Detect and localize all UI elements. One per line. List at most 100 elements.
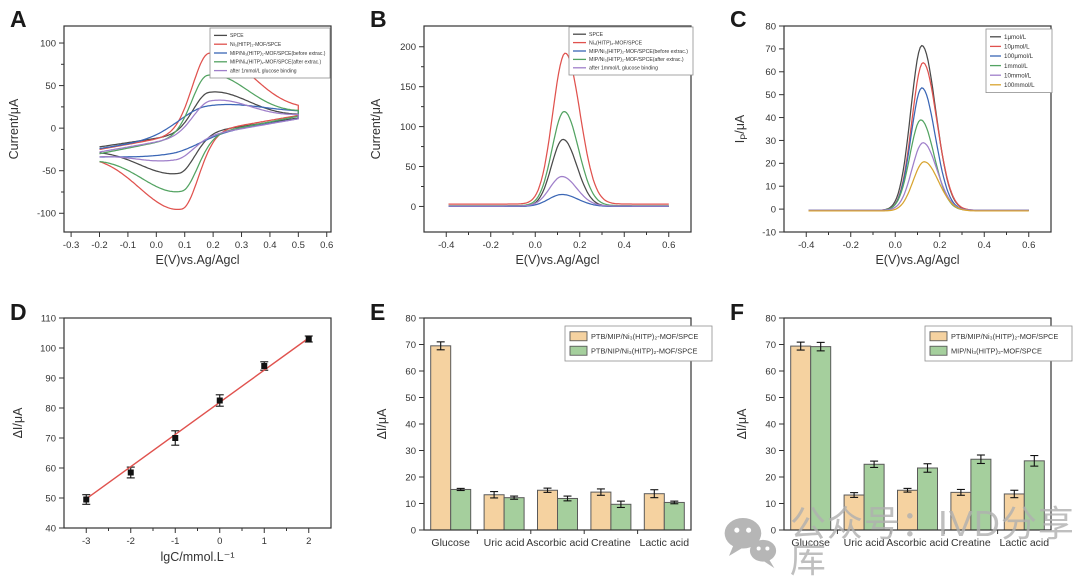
svg-text:Creatine: Creatine <box>591 537 631 549</box>
svg-text:-0.4: -0.4 <box>798 240 814 251</box>
svg-text:100: 100 <box>40 38 56 49</box>
svg-text:80: 80 <box>765 21 776 32</box>
svg-text:100: 100 <box>40 343 56 354</box>
svg-text:1μmol/L: 1μmol/L <box>1004 34 1027 41</box>
svg-text:ΔI/μA: ΔI/μA <box>375 408 389 439</box>
svg-text:MIP/Ni₃(HITP)₂-MOF/SPCE(after: MIP/Ni₃(HITP)₂-MOF/SPCE(after extrac.) <box>230 60 322 66</box>
svg-text:70: 70 <box>45 433 56 444</box>
svg-text:30: 30 <box>765 446 776 457</box>
svg-text:Uric acid: Uric acid <box>844 537 885 549</box>
svg-text:70: 70 <box>765 44 776 55</box>
svg-text:0.0: 0.0 <box>150 240 163 251</box>
svg-text:after 1mmol/L glucose binding: after 1mmol/L glucose binding <box>230 68 297 74</box>
svg-text:0.2: 0.2 <box>207 240 220 251</box>
svg-text:MIP/Ni₃(HITP)₂-MOF/SPCE(before: MIP/Ni₃(HITP)₂-MOF/SPCE(before extrac.) <box>230 51 326 57</box>
svg-text:Lactic acid: Lactic acid <box>639 537 689 549</box>
svg-text:70: 70 <box>405 340 416 351</box>
svg-text:0.2: 0.2 <box>573 240 586 251</box>
svg-text:10mmol/L: 10mmol/L <box>1004 72 1032 79</box>
svg-text:PTB/NIP/Ni₃(HITP)₂-MOF/SPCE: PTB/NIP/Ni₃(HITP)₂-MOF/SPCE <box>591 346 698 355</box>
svg-text:50: 50 <box>405 393 416 404</box>
svg-text:50: 50 <box>765 393 776 404</box>
svg-text:0: 0 <box>217 536 222 547</box>
panel-A: A -0.3 -0.2 -0.1 0.0 0.1 0.2 0.3 0.4 0.5 0.6 -100-… <box>0 0 360 293</box>
panel-F: F Glucose Uric acid Ascorbic acid Creatine L… <box>720 293 1080 586</box>
svg-text:E(V)vs.Ag/Agcl: E(V)vs.Ag/Agcl <box>515 253 599 267</box>
svg-text:80: 80 <box>405 313 416 324</box>
svg-text:Ascorbic acid: Ascorbic acid <box>886 537 949 549</box>
svg-text:80: 80 <box>765 313 776 324</box>
svg-text:0.2: 0.2 <box>933 240 946 251</box>
panel-D-label: D <box>10 299 27 325</box>
panel-A-chart: -0.3 -0.2 -0.1 0.0 0.1 0.2 0.3 0.4 0.5 0.6 -100 -50… <box>7 25 333 267</box>
panel-B-label: B <box>370 6 387 32</box>
svg-text:1: 1 <box>262 536 267 547</box>
svg-text:E(V)vs.Ag/Agcl: E(V)vs.Ag/Agcl <box>875 253 959 267</box>
svg-text:0.4: 0.4 <box>618 240 631 251</box>
svg-text:ΔI/μA: ΔI/μA <box>735 408 749 439</box>
panel-E-label: E <box>370 299 386 325</box>
svg-text:MIP/Ni₃(HITP)₂-MOF/SPCE(after: MIP/Ni₃(HITP)₂-MOF/SPCE(after extrac.) <box>589 57 684 63</box>
svg-text:0.6: 0.6 <box>320 240 333 251</box>
svg-text:0.0: 0.0 <box>529 240 542 251</box>
svg-text:0: 0 <box>411 202 416 213</box>
svg-text:0.4: 0.4 <box>978 240 991 251</box>
svg-text:-0.2: -0.2 <box>843 240 859 251</box>
panel-E: E Glucose Uric acid Ascorbic acid Creatine L… <box>360 293 720 586</box>
svg-text:200: 200 <box>400 42 416 53</box>
svg-text:20: 20 <box>765 159 776 170</box>
panel-B: B -0.4 -0.2 0.0 0.2 0.4 0.6 0 50 100 150 200 E(V)vs… <box>360 0 720 293</box>
svg-text:0.4: 0.4 <box>263 240 276 251</box>
svg-text:Lactic acid: Lactic acid <box>999 537 1049 549</box>
svg-text:60: 60 <box>765 67 776 78</box>
svg-text:40: 40 <box>765 113 776 124</box>
svg-text:SPCE: SPCE <box>230 33 244 39</box>
svg-text:40: 40 <box>45 523 56 534</box>
svg-text:0: 0 <box>51 123 56 134</box>
svg-text:30: 30 <box>405 446 416 457</box>
svg-text:80: 80 <box>45 403 56 414</box>
svg-text:90: 90 <box>45 373 56 384</box>
panel-F-chart: Glucose Uric acid Ascorbic acid Creatine Lac… <box>735 313 1073 549</box>
svg-text:2: 2 <box>306 536 311 547</box>
svg-text:0.6: 0.6 <box>1022 240 1035 251</box>
svg-text:20: 20 <box>405 472 416 483</box>
svg-text:40: 40 <box>765 419 776 430</box>
svg-text:-1: -1 <box>171 536 179 547</box>
svg-text:0.3: 0.3 <box>235 240 248 251</box>
panel-C-chart: -0.4 -0.2 0.0 0.2 0.4 0.6 -10 0 10 20 30 40 50 60 70 80… <box>733 21 1053 267</box>
panel-E-chart: Glucose Uric acid Ascorbic acid Creatine Lac… <box>375 313 713 549</box>
svg-text:ΔI/μA: ΔI/μA <box>11 407 25 438</box>
svg-text:60: 60 <box>405 366 416 377</box>
svg-text:100μmol/L: 100μmol/L <box>1004 53 1034 60</box>
svg-text:10: 10 <box>765 499 776 510</box>
panel-D-chart: -3 -2 -1 0 1 2 40 50 60 70 80 90 100 110 lgC/mmol.L⁻¹ Δ… <box>11 313 332 564</box>
svg-text:70: 70 <box>765 340 776 351</box>
svg-text:-50: -50 <box>42 166 56 177</box>
svg-text:Ni₃(HITP)₂-MOF/SPCE: Ni₃(HITP)₂-MOF/SPCE <box>230 42 282 48</box>
svg-text:Glucose: Glucose <box>431 537 470 549</box>
svg-text:0: 0 <box>411 525 416 536</box>
svg-text:0: 0 <box>771 525 776 536</box>
svg-text:PTB/MIP/Ni₃(HITP)₂-MOF/SPCE: PTB/MIP/Ni₃(HITP)₂-MOF/SPCE <box>951 332 1058 341</box>
svg-text:50: 50 <box>45 81 56 92</box>
svg-text:-0.3: -0.3 <box>63 240 79 251</box>
svg-text:1mmol/L: 1mmol/L <box>1004 63 1028 70</box>
svg-text:PTB/MIP/Ni₃(HITP)₂-MOF/SPCE: PTB/MIP/Ni₃(HITP)₂-MOF/SPCE <box>591 332 698 341</box>
svg-text:IP/μA: IP/μA <box>733 114 749 143</box>
svg-text:after 1mmol/L glucose binding: after 1mmol/L glucose binding <box>589 66 658 72</box>
svg-text:-0.2: -0.2 <box>91 240 107 251</box>
svg-text:Current/μA: Current/μA <box>369 98 383 159</box>
panel-F-label: F <box>730 299 745 325</box>
svg-text:40: 40 <box>405 419 416 430</box>
svg-text:100mmol/L: 100mmol/L <box>1004 82 1035 89</box>
panel-C: C -0.4 -0.2 0.0 0.2 0.4 0.6 -10 0 10 20 30 40 50 60 70… <box>720 0 1080 293</box>
svg-text:50: 50 <box>45 493 56 504</box>
svg-text:30: 30 <box>765 136 776 147</box>
svg-text:Ascorbic acid: Ascorbic acid <box>526 537 589 549</box>
svg-text:60: 60 <box>765 366 776 377</box>
svg-text:20: 20 <box>765 472 776 483</box>
svg-text:-10: -10 <box>762 227 776 238</box>
svg-text:-0.2: -0.2 <box>483 240 499 251</box>
